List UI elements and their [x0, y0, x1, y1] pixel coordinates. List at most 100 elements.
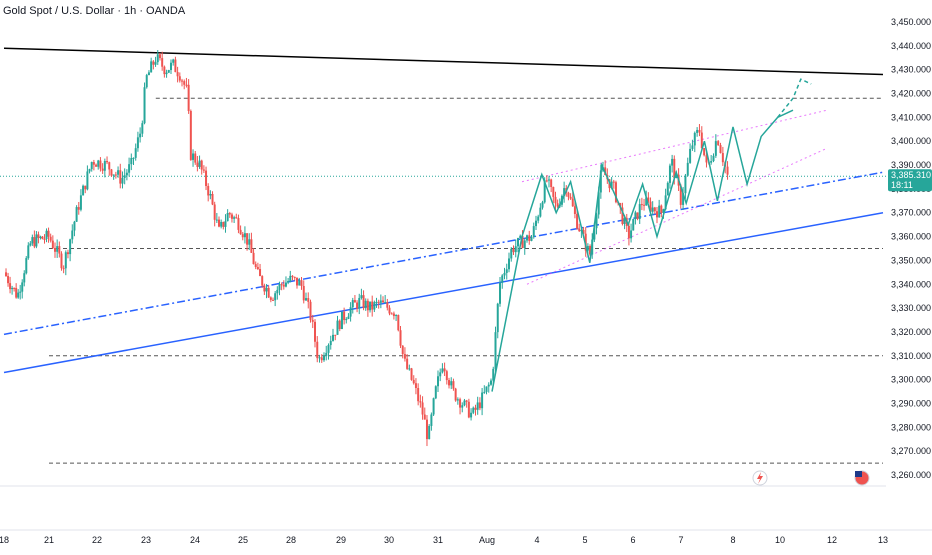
candle-body: [269, 297, 272, 300]
x-tick-label: 24: [190, 535, 200, 545]
support-dashdot-line: [3, 171, 884, 336]
candle-body: [621, 207, 624, 224]
candle-body: [192, 153, 195, 160]
candle-body: [220, 221, 223, 227]
candle-body: [200, 160, 203, 170]
candle-body: [636, 212, 639, 219]
candle-body: [340, 311, 343, 330]
candle-body: [254, 264, 257, 268]
candle-body: [287, 280, 290, 283]
candle-body: [110, 169, 113, 176]
candle-body: [714, 141, 717, 156]
candle-body: [58, 246, 61, 254]
candle-body: [71, 230, 74, 240]
candle-body: [523, 240, 526, 249]
candle-body: [243, 233, 246, 238]
candle-body: [649, 201, 652, 212]
candle-body: [362, 295, 365, 309]
candle-body: [578, 228, 581, 232]
candle-body: [705, 155, 708, 163]
candle-body: [218, 219, 220, 227]
candle-body: [452, 381, 455, 389]
candle-body: [712, 155, 715, 162]
candle-body: [395, 315, 398, 317]
channel-upper-line: [521, 109, 827, 183]
candle-body: [27, 245, 30, 259]
candle-body: [139, 133, 142, 138]
candle-body: [49, 236, 52, 241]
candle-body: [358, 297, 361, 309]
price-axis[interactable]: 3,450.000 3,440.000 3,430.000 3,420.000 3,41…: [891, 17, 931, 480]
candle-body: [248, 239, 251, 245]
candle-body: [338, 320, 341, 330]
candle-body: [369, 301, 372, 311]
candle-body: [417, 388, 420, 402]
candle-body: [318, 357, 321, 359]
y-tick-label: 3,290.000: [891, 398, 931, 408]
y-tick-label: 3,390.000: [891, 160, 931, 170]
candle-body: [289, 275, 292, 281]
candle-body: [265, 287, 268, 292]
y-tick-label: 3,330.000: [891, 303, 931, 313]
x-tick-label: 18: [0, 535, 9, 545]
x-tick-label: 29: [336, 535, 346, 545]
candle-body: [517, 238, 519, 247]
y-tick-label: 3,410.000: [891, 112, 931, 122]
candle-body: [9, 283, 12, 290]
y-tick-label: 3,350.000: [891, 255, 931, 265]
y-tick-label: 3,300.000: [891, 375, 931, 385]
candle-body: [334, 334, 337, 336]
candle-body: [623, 217, 626, 224]
candle-body: [526, 235, 528, 241]
candle-body: [291, 275, 294, 277]
candle-body: [472, 407, 475, 413]
candle-body: [237, 218, 240, 230]
us-flag-canton-icon: [855, 471, 862, 477]
candle-body: [432, 398, 435, 415]
candle-body: [320, 357, 323, 361]
candle-body: [390, 313, 393, 315]
candle-body: [19, 291, 22, 293]
candle-body: [35, 234, 38, 247]
candle-body: [99, 160, 102, 169]
candle-body: [384, 302, 387, 304]
candle-body: [379, 300, 382, 303]
candle-body: [696, 129, 699, 133]
candle-body: [349, 307, 352, 317]
candle-body: [632, 219, 635, 231]
candle-body: [700, 132, 703, 149]
wave-zigzag: [491, 109, 794, 392]
candle-body: [309, 301, 312, 320]
price-badge-bg: [888, 169, 932, 192]
candle-body: [75, 207, 78, 222]
candle-body: [541, 202, 544, 208]
candle-body: [673, 158, 676, 179]
candle-body: [194, 153, 197, 163]
x-tick-label: 6: [630, 535, 635, 545]
candle-body: [86, 171, 89, 190]
candle-body: [11, 287, 14, 290]
candle-body: [163, 66, 166, 75]
candle-body: [719, 145, 722, 154]
candle-body: [612, 181, 615, 183]
candle-body: [459, 399, 462, 408]
candle-body: [408, 368, 411, 370]
candle-body: [548, 179, 550, 181]
candle-body: [329, 340, 332, 346]
candle-body: [259, 269, 262, 277]
candle-body: [691, 145, 694, 149]
candle-body: [156, 54, 159, 63]
time-axis[interactable]: 18 21 22 23 24 25 28 29 30 31 Aug 4 5 6 7 8 10 12 13: [0, 485, 932, 545]
candle-body: [406, 358, 409, 369]
candle-body: [441, 368, 444, 373]
candle-body: [556, 203, 559, 207]
candle-body: [668, 165, 671, 183]
candle-body: [276, 289, 279, 294]
candle-body: [610, 181, 613, 189]
candle-body: [693, 132, 696, 146]
candle-body: [54, 247, 56, 252]
candle-body: [597, 192, 600, 215]
candle-body: [246, 233, 249, 245]
